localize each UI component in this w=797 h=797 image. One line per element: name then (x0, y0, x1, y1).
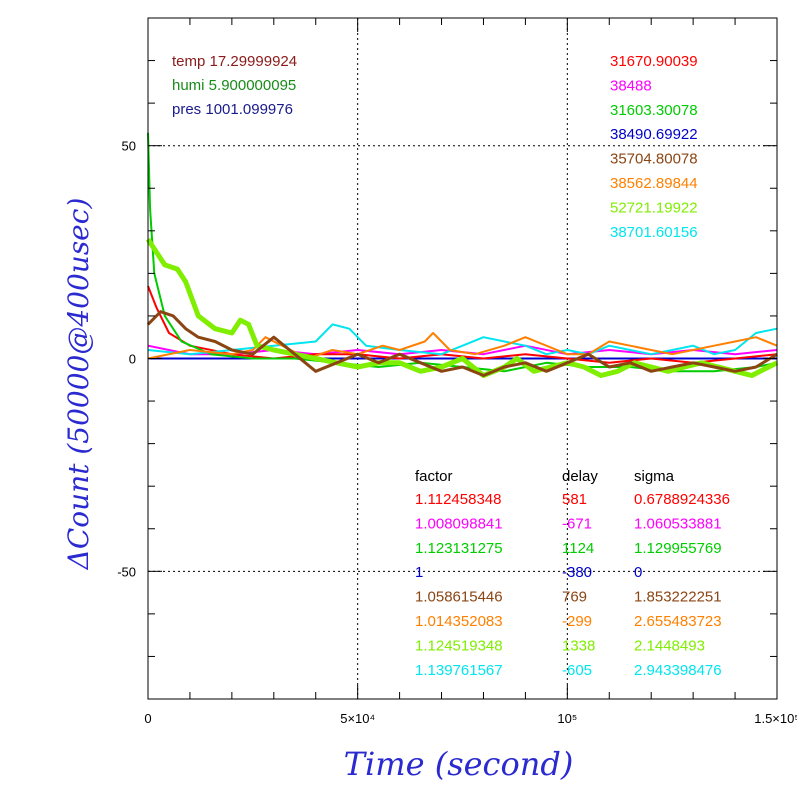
table-cell: 1 (415, 564, 423, 581)
table-cell: 1338 (562, 637, 595, 654)
x-tick-label: 1.5×10⁵ (754, 711, 797, 726)
table-cell: 1.008098841 (415, 515, 503, 532)
table-header: sigma (634, 468, 675, 485)
table-cell: 1.060533881 (634, 515, 722, 532)
baseline-value: 38562.89844 (610, 175, 698, 192)
env-reading: temp 17.29999924 (172, 53, 297, 70)
series-line (145, 237, 779, 378)
baseline-value: 38701.60156 (610, 224, 698, 241)
x-axis-label: Time (second) (344, 745, 574, 783)
env-reading: pres 1001.099976 (172, 101, 293, 118)
table-header: factor (415, 468, 453, 485)
series-line (146, 310, 778, 377)
table-cell: 0 (634, 564, 642, 581)
table-cell: -380 (562, 564, 592, 581)
table-cell: 2.1448493 (634, 637, 705, 654)
y-axis-label: ΔCount (50000@400usec) (62, 198, 95, 571)
y-tick-label: 50 (122, 139, 136, 154)
table-cell: 769 (562, 589, 587, 606)
table-cell: 0.6788924336 (634, 491, 730, 508)
x-tick-label: 5×10⁴ (340, 711, 375, 726)
table-cell: 1.058615446 (415, 589, 503, 606)
table-cell: 2.655483723 (634, 613, 722, 630)
baseline-value: 31603.30078 (610, 102, 698, 119)
series-line (147, 332, 778, 360)
table-cell: 1.853222251 (634, 589, 722, 606)
annotations: temp 17.29999924 humi 5.900000095 pres 100… (172, 53, 730, 679)
series-lines (145, 132, 779, 378)
table-cell: 1.112458348 (415, 491, 501, 508)
table-cell: -605 (562, 662, 592, 679)
table-header: delay (562, 468, 598, 485)
table-cell: 581 (562, 491, 587, 508)
x-tick-label: 0 (144, 711, 151, 726)
table-cell: 1.123131275 (415, 540, 503, 557)
table-cell: 1.124519348 (415, 637, 503, 654)
baseline-value: 35704.80078 (610, 151, 698, 168)
baseline-value: 52721.19922 (610, 199, 698, 216)
baseline-value: 38490.69922 (610, 126, 698, 143)
table-cell: 2.943398476 (634, 662, 722, 679)
series-line (147, 132, 778, 373)
baseline-value: 38488 (610, 77, 652, 94)
x-tick-label: 10⁵ (557, 711, 577, 726)
baseline-value: 31670.90039 (610, 53, 698, 70)
env-reading: humi 5.900000095 (172, 77, 296, 94)
table-cell: -671 (562, 515, 592, 532)
table-cell: 1.139761567 (415, 662, 503, 679)
table-cell: 1.014352083 (415, 613, 503, 630)
table-cell: 1124 (562, 540, 594, 557)
tick-labels: 0 5×10⁴ 10⁵ 1.5×10⁵ 50 0 -50 (117, 139, 797, 726)
y-tick-label: -50 (117, 564, 136, 579)
series-line (147, 323, 778, 356)
y-tick-label: 0 (129, 352, 136, 367)
axis-ticks (147, 17, 778, 700)
table-cell: -299 (562, 613, 592, 630)
table-cell: 1.129955769 (634, 540, 722, 557)
